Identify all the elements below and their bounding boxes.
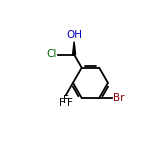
Text: F: F [67, 98, 73, 108]
Text: OH: OH [66, 30, 82, 40]
Text: Cl: Cl [47, 49, 57, 59]
Text: Br: Br [113, 93, 124, 103]
Text: F: F [59, 98, 65, 108]
Polygon shape [73, 42, 76, 55]
Text: F: F [63, 95, 69, 105]
